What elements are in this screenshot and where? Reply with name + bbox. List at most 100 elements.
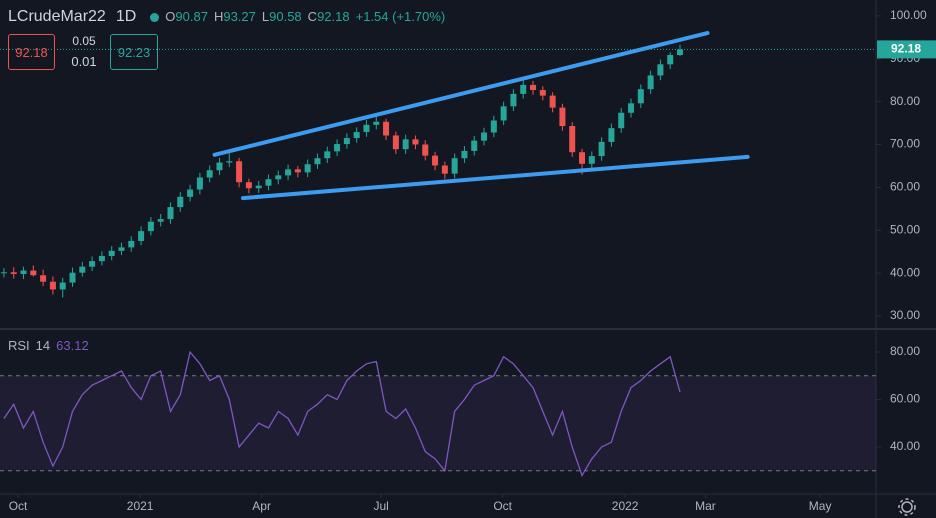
interval[interactable]: 1D <box>115 8 137 25</box>
candle-body <box>196 177 203 190</box>
candle-body <box>275 175 282 180</box>
candle-body <box>608 128 615 142</box>
candle-body <box>108 250 115 256</box>
candle-body <box>432 155 439 166</box>
candle-body <box>647 75 654 90</box>
candle-body <box>304 164 311 173</box>
candle-body <box>471 140 478 151</box>
candle-body <box>598 141 605 157</box>
y-tick-label: 100.00 <box>890 8 927 22</box>
candle-body <box>69 272 76 283</box>
rsi-line <box>3 350 681 478</box>
symbol[interactable]: LCrudeMar22 <box>8 8 106 25</box>
x-tick-label: Oct <box>493 499 512 513</box>
y-tick-label: 30.00 <box>890 308 920 322</box>
y-tick-label: 80.00 <box>890 94 920 108</box>
candle-body <box>343 138 350 145</box>
candle-body <box>324 151 331 159</box>
candle-body <box>392 135 399 150</box>
rsi-value: 63.12 <box>56 338 89 353</box>
candle-body <box>98 255 105 262</box>
candle-body <box>255 185 262 189</box>
candle-body <box>79 266 86 273</box>
spread: 0.05 <box>72 34 96 48</box>
candle-body <box>657 64 664 76</box>
candle-body <box>451 158 458 174</box>
candle-body <box>245 182 252 189</box>
candle-body <box>481 132 488 141</box>
candle-body <box>677 49 684 56</box>
candle-body <box>0 272 7 274</box>
candle-body <box>314 158 321 165</box>
y-tick-label: 70.00 <box>890 137 920 151</box>
candle-body <box>441 165 448 174</box>
y-tick-label: 60.00 <box>890 180 920 194</box>
candle-body <box>118 247 125 251</box>
buy-box[interactable]: 92.23 <box>110 34 158 70</box>
step: 0.01 <box>71 53 97 69</box>
candle-body <box>128 240 135 248</box>
candle-body <box>177 196 184 208</box>
candle-body <box>539 90 546 96</box>
candle-body <box>147 221 154 232</box>
candle-body <box>628 103 635 113</box>
sell-box[interactable]: 92.18 <box>8 34 55 70</box>
last-price-label: 92.18 <box>891 42 921 56</box>
candle-body <box>10 272 17 274</box>
market-status <box>150 12 160 22</box>
symbol-legend: LCrudeMar22 1D O 90.87 H 93.27 L 90.58 C 92.18 +… <box>8 8 451 26</box>
candle-body <box>373 121 380 125</box>
x-tick-label: 2021 <box>127 499 154 513</box>
ohlc-value: 90.87 <box>175 9 208 24</box>
x-tick-label: 2022 <box>612 499 639 513</box>
y-tick-label: 60.00 <box>890 392 920 406</box>
candle-body <box>383 121 390 136</box>
candle-body <box>187 189 194 197</box>
ohlc-label: L <box>261 9 270 24</box>
candle-body <box>422 144 429 156</box>
candle-body <box>89 261 96 267</box>
settings-icon[interactable] <box>898 498 916 516</box>
candle-body <box>490 120 497 133</box>
candle-body <box>40 275 47 282</box>
gear[interactable] <box>901 501 913 513</box>
candle-body <box>59 282 66 290</box>
candle-body <box>157 219 164 222</box>
candles <box>0 44 684 298</box>
rsi-legend: RSI 14 63.12 <box>8 338 89 353</box>
candle-body <box>20 270 27 274</box>
trendline <box>241 154 750 201</box>
x-tick-label: Jul <box>373 499 388 513</box>
gear-teeth[interactable] <box>898 498 916 516</box>
candle-body <box>530 84 537 91</box>
candle-body <box>618 112 625 129</box>
candle-body <box>216 162 223 171</box>
candle-body <box>353 132 360 139</box>
candle-body <box>559 107 566 127</box>
candle-body <box>637 89 644 104</box>
candle-body <box>206 170 213 178</box>
rsi-band <box>0 375 876 471</box>
candle-body <box>49 281 56 290</box>
candle-body <box>667 55 674 65</box>
candle-body <box>236 161 243 183</box>
ohlc-label: O <box>165 9 176 24</box>
trendline <box>212 31 710 157</box>
candle-body <box>510 93 517 107</box>
candle-body <box>588 156 595 164</box>
ohlc-value: 93.27 <box>223 9 256 24</box>
change: +1.54 (+1.70%) <box>355 9 446 24</box>
candle-body <box>363 124 370 133</box>
candle-body <box>569 126 576 153</box>
x-tick-label: Oct <box>9 499 28 513</box>
candle-body <box>226 161 233 163</box>
candle-body <box>520 84 527 94</box>
rsi-length: 14 <box>35 338 51 353</box>
candle-body <box>579 152 586 164</box>
rsi-name: RSI <box>8 338 30 353</box>
candle-body <box>138 231 145 241</box>
candle-body <box>412 139 419 145</box>
candle-body <box>285 169 292 176</box>
x-tick-label: May <box>809 499 832 513</box>
